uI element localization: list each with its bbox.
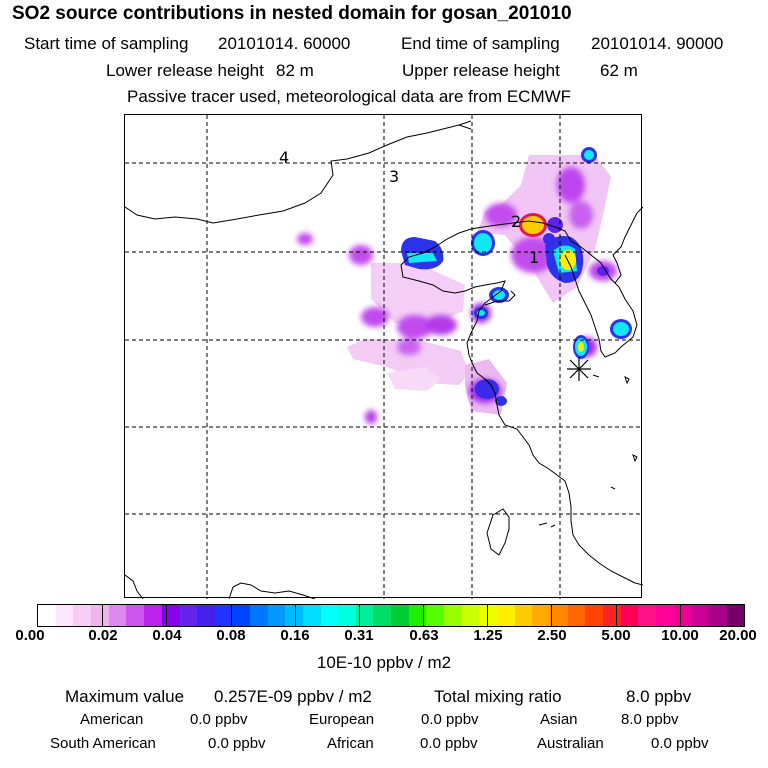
- colorbar-divider: [230, 605, 232, 626]
- grid-label-1: 1: [529, 248, 539, 267]
- colorbar-segment: [179, 605, 197, 626]
- colorbar-segment: [726, 605, 745, 626]
- upper-release-value: 62 m: [600, 61, 638, 80]
- region-value: 0.0 ppbv: [190, 711, 248, 728]
- colorbar-segment: [514, 605, 533, 626]
- end-time-label: End time of sampling: [401, 34, 560, 53]
- colorbar-segment: [567, 605, 586, 626]
- contribution-map: 1 2 3 4: [124, 114, 643, 599]
- colorbar-unit: 10E-10 ppbv / m2: [316, 653, 452, 672]
- colorbar-segment: [497, 605, 515, 626]
- colorbar-divider: [551, 605, 553, 626]
- plume-mid: [297, 167, 617, 424]
- end-time-value: 20101014. 90000: [591, 34, 724, 53]
- colorbar-tick: 10.00: [661, 627, 699, 644]
- colorbar-tick: 1.25: [473, 627, 503, 644]
- colorbar-divider: [679, 605, 681, 626]
- grid-label-2: 2: [511, 212, 521, 231]
- receptor-marker: [567, 357, 591, 381]
- colorbar-segment: [655, 605, 674, 626]
- colorbar-segment: [373, 605, 392, 626]
- colorbar-segment: [550, 605, 568, 626]
- lower-release-label: Lower release height: [106, 61, 264, 80]
- total-mixing-value: 8.0 ppbv: [626, 687, 692, 706]
- colorbar-segment: [320, 605, 339, 626]
- colorbar-segment: [232, 605, 250, 626]
- colorbar-tick: 0.02: [88, 627, 118, 644]
- map-labels: 1 2 3 4: [279, 148, 539, 267]
- max-value-label: Maximum value: [65, 687, 185, 706]
- colorbar-divider: [166, 605, 168, 626]
- colorbar-segment: [161, 605, 180, 626]
- colorbar-segment: [338, 605, 356, 626]
- colorbar-divider: [358, 605, 360, 626]
- region-value: 0.0 ppbv: [420, 735, 478, 752]
- colorbar-segment: [285, 605, 303, 626]
- colorbar-segment: [638, 605, 656, 626]
- colorbar-segment: [603, 605, 621, 626]
- colorbar-divider: [102, 605, 104, 626]
- region-name: European: [309, 711, 375, 728]
- region-name: South American: [50, 735, 156, 752]
- colorbar-tick: 0.16: [280, 627, 310, 644]
- region-name: Asian: [540, 711, 578, 728]
- region-value: 0.0 ppbv: [651, 735, 709, 752]
- colorbar-segment: [55, 605, 74, 626]
- colorbar-segment: [620, 605, 639, 626]
- colorbar-divider: [615, 605, 617, 626]
- colorbar-tick: 20.00: [719, 627, 757, 644]
- start-time-label: Start time of sampling: [24, 34, 189, 53]
- region-name: American: [80, 711, 144, 728]
- grid-lines: [125, 115, 643, 599]
- colorbar-tick: 2.50: [537, 627, 567, 644]
- colorbar-tick: 0.63: [409, 627, 439, 644]
- colorbar-divider: [423, 605, 425, 626]
- colorbar-segment: [532, 605, 551, 626]
- colorbar-segment: [444, 605, 462, 626]
- colorbar-segment: [196, 605, 215, 626]
- colorbar-segment: [355, 605, 374, 626]
- max-value: 0.257E-09 ppbv / m2: [214, 687, 372, 706]
- region-value: 0.0 ppbv: [208, 735, 266, 752]
- total-mixing-label: Total mixing ratio: [434, 687, 562, 706]
- colorbar-segment: [267, 605, 286, 626]
- colorbar-segment: [90, 605, 109, 626]
- colorbar-segment: [673, 605, 692, 626]
- colorbar-segment: [691, 605, 709, 626]
- colorbar-segment: [214, 605, 233, 626]
- lower-release-value: 82 m: [276, 61, 314, 80]
- colorbar-tick: 5.00: [601, 627, 631, 644]
- grid-label-4: 4: [279, 148, 289, 167]
- colorbar-tick: 0.04: [152, 627, 182, 644]
- start-time-value: 20101014. 60000: [218, 34, 351, 53]
- coastlines: [125, 120, 643, 599]
- colorbar-tick: 0.08: [216, 627, 246, 644]
- region-name: Australian: [537, 735, 604, 752]
- colorbar-segment: [461, 605, 480, 626]
- colorbar-tick: 0.00: [15, 627, 45, 644]
- colorbar-segment: [391, 605, 409, 626]
- region-value: 0.0 ppbv: [421, 711, 479, 728]
- region-value: 8.0 ppbv: [621, 711, 679, 728]
- colorbar-segment: [408, 605, 427, 626]
- colorbar-segment: [73, 605, 91, 626]
- colorbar-segment: [708, 605, 727, 626]
- colorbar-segment: [585, 605, 603, 626]
- colorbar-divider: [294, 605, 296, 626]
- colorbar-segment: [126, 605, 144, 626]
- colorbar-segment: [143, 605, 162, 626]
- page-title: SO2 source contributions in nested domai…: [12, 3, 572, 24]
- colorbar-divider: [487, 605, 489, 626]
- colorbar: [37, 604, 745, 627]
- region-name: African: [327, 735, 374, 752]
- tracer-note: Passive tracer used, meteorological data…: [127, 87, 572, 106]
- colorbar-segment: [302, 605, 321, 626]
- colorbar-tick: 0.31: [344, 627, 374, 644]
- colorbar-segment: [108, 605, 127, 626]
- colorbar-segment: [38, 605, 56, 626]
- colorbar-segment: [426, 605, 445, 626]
- colorbar-segment: [249, 605, 268, 626]
- upper-release-label: Upper release height: [402, 61, 560, 80]
- grid-label-3: 3: [389, 167, 399, 186]
